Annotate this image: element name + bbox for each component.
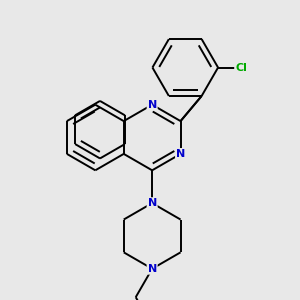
Text: N: N [148,264,157,274]
Text: N: N [148,100,157,110]
Text: Cl: Cl [235,62,247,73]
Text: N: N [148,198,157,208]
Text: N: N [176,149,185,159]
